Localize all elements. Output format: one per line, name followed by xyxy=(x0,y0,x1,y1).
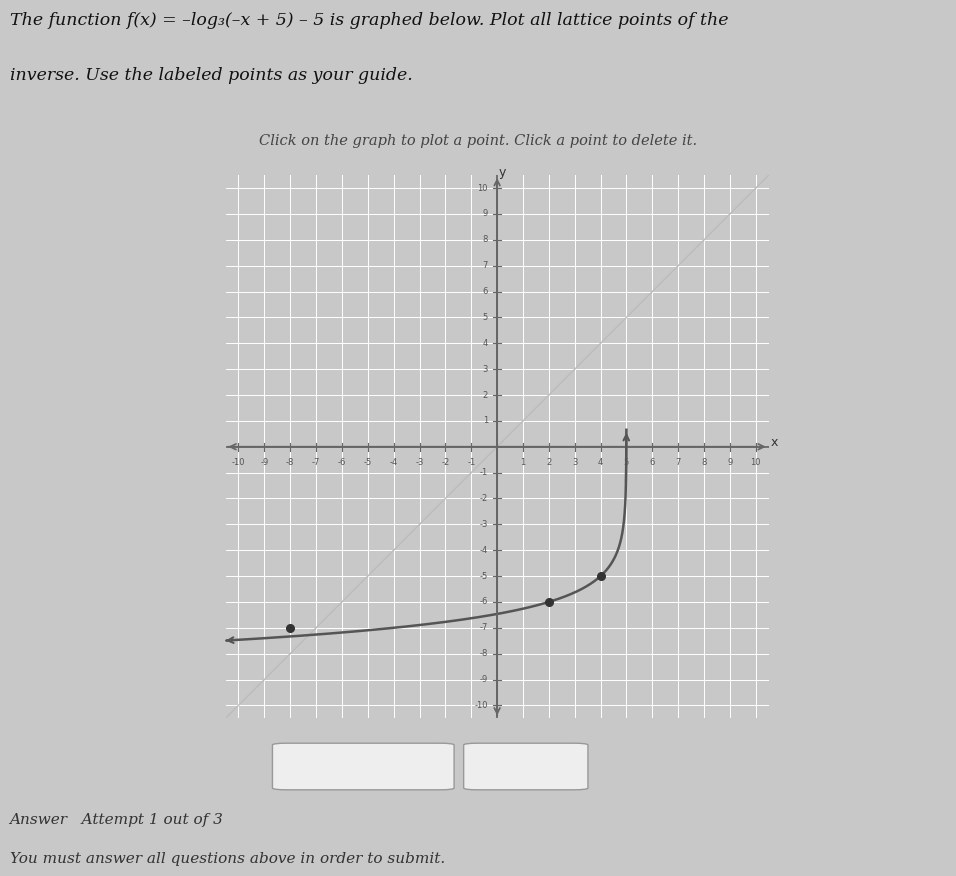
Text: inverse. Use the labeled points as your guide.: inverse. Use the labeled points as your … xyxy=(10,67,412,84)
Text: -9: -9 xyxy=(260,458,269,468)
Text: 6: 6 xyxy=(650,458,655,468)
Text: 10: 10 xyxy=(750,458,761,468)
Text: -6: -6 xyxy=(337,458,346,468)
Text: Reset: Reset xyxy=(507,759,545,774)
Text: -2: -2 xyxy=(480,494,489,503)
Text: -8: -8 xyxy=(480,649,489,658)
FancyBboxPatch shape xyxy=(272,743,454,790)
Text: 4: 4 xyxy=(598,458,603,468)
Text: Click on the graph to plot a point. Click a point to delete it.: Click on the graph to plot a point. Clic… xyxy=(259,135,697,148)
Text: -10: -10 xyxy=(231,458,246,468)
Text: -2: -2 xyxy=(442,458,449,468)
Text: 9: 9 xyxy=(483,209,489,218)
Text: -3: -3 xyxy=(415,458,424,468)
Text: -7: -7 xyxy=(312,458,320,468)
Text: 8: 8 xyxy=(483,236,489,244)
Text: y: y xyxy=(499,166,506,179)
Text: You must answer all questions above in order to submit.: You must answer all questions above in o… xyxy=(10,852,445,866)
Text: 3: 3 xyxy=(483,364,489,374)
Text: -7: -7 xyxy=(480,624,489,632)
Text: 3: 3 xyxy=(572,458,577,468)
Text: 2: 2 xyxy=(483,391,489,399)
Text: The function f(x) = –log₃(–x + 5) – 5 is graphed below. Plot all lattice points : The function f(x) = –log₃(–x + 5) – 5 is… xyxy=(10,12,728,29)
Text: -1: -1 xyxy=(480,468,489,477)
FancyBboxPatch shape xyxy=(464,743,588,790)
Text: -8: -8 xyxy=(286,458,294,468)
Text: 9: 9 xyxy=(728,458,732,468)
Text: -5: -5 xyxy=(480,571,489,581)
Text: -10: -10 xyxy=(474,701,489,710)
Text: 7: 7 xyxy=(483,261,489,270)
Text: -4: -4 xyxy=(480,546,489,555)
Text: 8: 8 xyxy=(702,458,706,468)
Text: -3: -3 xyxy=(480,519,489,529)
Text: x: x xyxy=(771,436,777,449)
Text: -4: -4 xyxy=(389,458,398,468)
Text: -1: -1 xyxy=(467,458,475,468)
Text: 10: 10 xyxy=(478,184,489,193)
Text: 1: 1 xyxy=(520,458,526,468)
Text: Draw Graph: Draw Graph xyxy=(321,759,405,774)
Text: -9: -9 xyxy=(480,675,489,684)
Text: 5: 5 xyxy=(483,313,489,322)
Text: 2: 2 xyxy=(546,458,552,468)
Text: 6: 6 xyxy=(483,287,489,296)
Text: 5: 5 xyxy=(624,458,629,468)
Text: 4: 4 xyxy=(483,339,489,348)
Text: -5: -5 xyxy=(363,458,372,468)
Text: -6: -6 xyxy=(480,597,489,606)
Text: 7: 7 xyxy=(676,458,681,468)
Text: 1: 1 xyxy=(483,416,489,426)
Text: Answer   Attempt 1 out of 3: Answer Attempt 1 out of 3 xyxy=(10,813,224,827)
